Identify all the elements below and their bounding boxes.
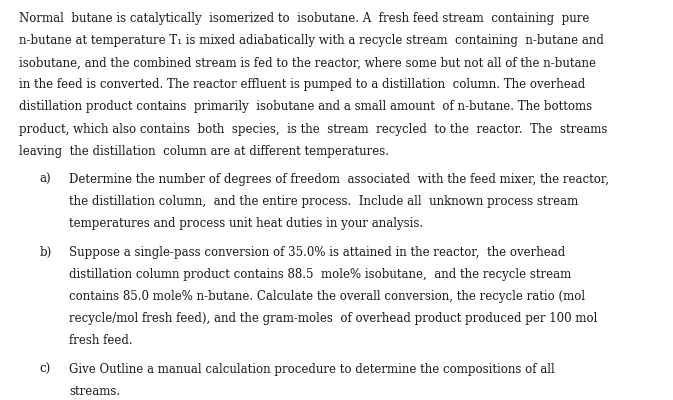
Text: b): b) xyxy=(40,246,52,259)
Text: Suppose a single-pass conversion of 35.0% is attained in the reactor,  the overh: Suppose a single-pass conversion of 35.0… xyxy=(69,246,565,259)
Text: isobutane, and the combined stream is fed to the reactor, where some but not all: isobutane, and the combined stream is fe… xyxy=(19,56,596,69)
Text: streams.: streams. xyxy=(69,385,120,398)
Text: the distillation column,  and the entire process.  Include all  unknown process : the distillation column, and the entire … xyxy=(69,195,578,208)
Text: temperatures and process unit heat duties in your analysis.: temperatures and process unit heat dutie… xyxy=(69,218,423,230)
Text: a): a) xyxy=(40,173,51,186)
Text: recycle/mol fresh feed), and the gram-moles  of overhead product produced per 10: recycle/mol fresh feed), and the gram-mo… xyxy=(69,312,598,326)
Text: in the feed is converted. The reactor effluent is pumped to a distillation  colu: in the feed is converted. The reactor ef… xyxy=(19,78,586,91)
Text: fresh feed.: fresh feed. xyxy=(69,334,133,348)
Text: n-butane at temperature T₁ is mixed adiabatically with a recycle stream  contain: n-butane at temperature T₁ is mixed adia… xyxy=(19,34,604,47)
Text: distillation column product contains 88.5  mole% isobutane,  and the recycle str: distillation column product contains 88.… xyxy=(69,268,571,281)
Text: distillation product contains  primarily  isobutane and a small amount  of n-but: distillation product contains primarily … xyxy=(19,100,592,114)
Text: c): c) xyxy=(40,363,51,376)
Text: Give Outline a manual calculation procedure to determine the compositions of all: Give Outline a manual calculation proced… xyxy=(69,363,555,376)
Text: product, which also contains  both  species,  is the  stream  recycled  to the  : product, which also contains both specie… xyxy=(19,122,608,136)
Text: Determine the number of degrees of freedom  associated  with the feed mixer, the: Determine the number of degrees of freed… xyxy=(69,173,609,186)
Text: contains 85.0 mole% n-butane. Calculate the overall conversion, the recycle rati: contains 85.0 mole% n-butane. Calculate … xyxy=(69,290,585,303)
Text: Normal  butane is catalytically  isomerized to  isobutane. A  fresh feed stream : Normal butane is catalytically isomerize… xyxy=(19,12,590,25)
Text: leaving  the distillation  column are at different temperatures.: leaving the distillation column are at d… xyxy=(19,145,389,158)
